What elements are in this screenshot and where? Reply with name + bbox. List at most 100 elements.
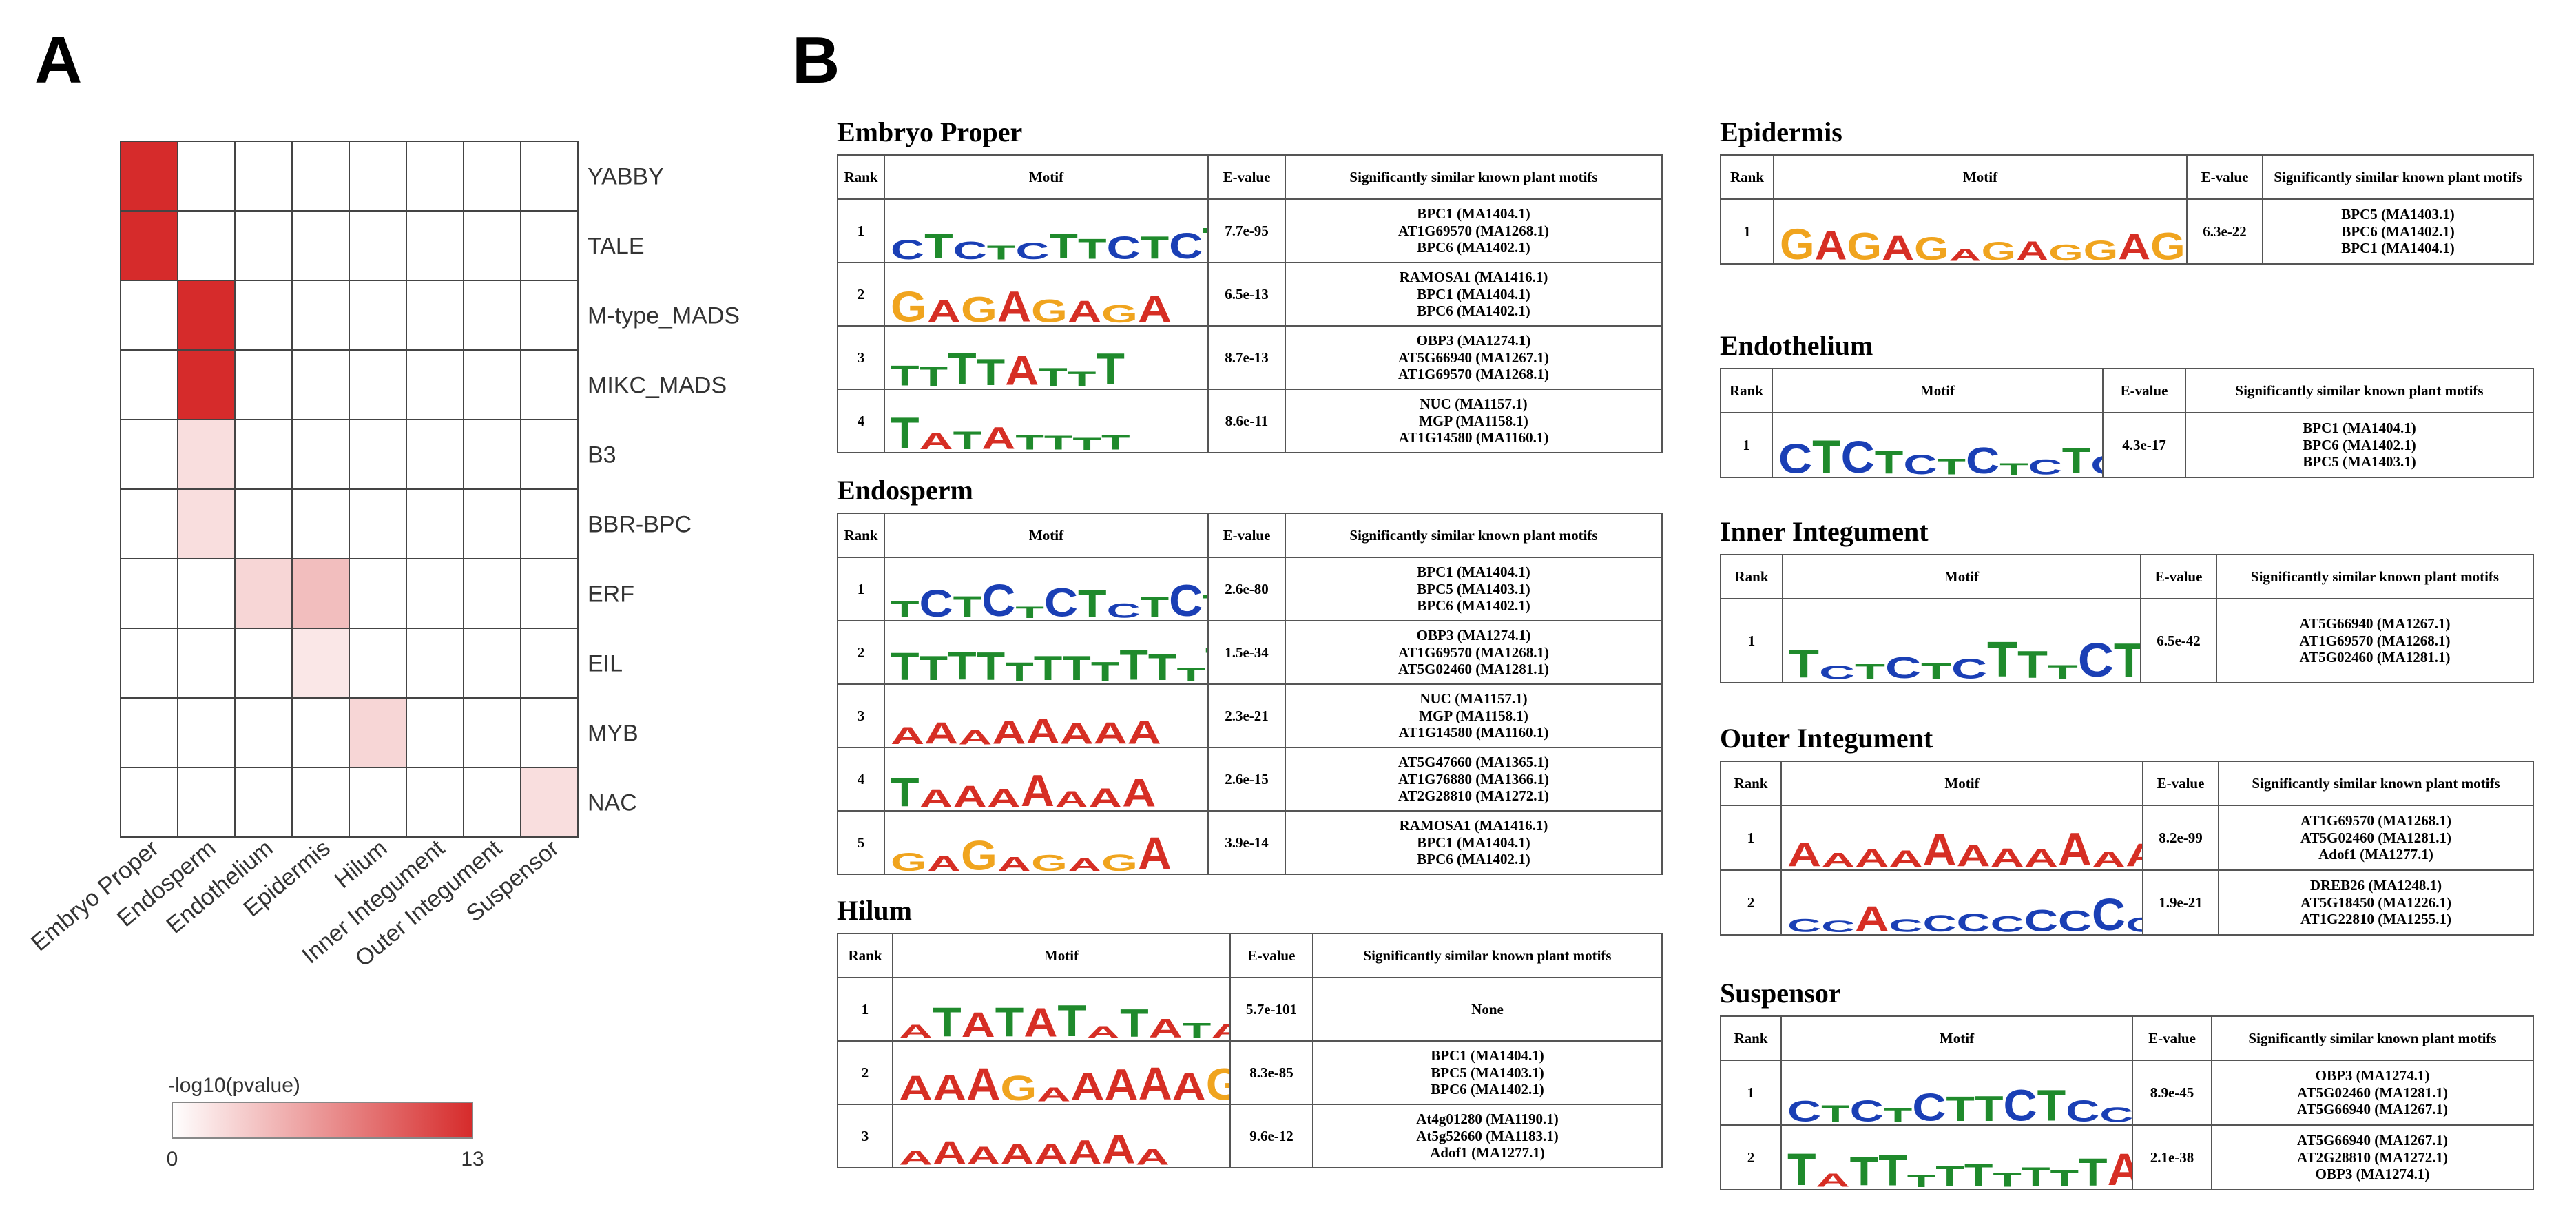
heatmap-cell-nac-hilum (349, 767, 407, 838)
logo-letter: A (1059, 716, 1094, 747)
logo-letter: G (1031, 292, 1068, 325)
section-title: Inner Integument (1720, 516, 1929, 547)
similar-motif-entry: At5g52660 (MA1183.1) (1416, 1127, 1559, 1144)
motif-table: Rank Motif E-value Significantly similar kn… (837, 933, 1663, 1168)
similar-motif-entry: BPC6 (MA1402.1) (1417, 239, 1530, 256)
motif-logo-cell: TTTTTTTTTTTTTTTTTT (884, 620, 1209, 685)
logo-letter: C (1106, 229, 1141, 262)
header-evalue: E-value (2132, 1015, 2212, 1061)
logo-letter: T (995, 999, 1024, 1040)
similar-motif-entry: AT1G69570 (MA1268.1) (1398, 222, 1549, 239)
heatmap-cell-yabby-outer-integument (463, 141, 521, 212)
sequence-logo: CCACCCCCCCCCA (1782, 871, 2142, 934)
similar-motif-entry: AT2G28810 (MA1272.1) (1398, 787, 1549, 805)
logo-letter: T (1203, 590, 1207, 620)
logo-letter: G (1000, 1068, 1037, 1104)
header-similar-motifs: Significantly similar known plant motifs (2218, 761, 2534, 806)
rank-cell: 2 (837, 620, 885, 685)
rank-cell: 5 (837, 810, 885, 875)
logo-letter: T (1147, 646, 1177, 683)
section-endosperm: Endosperm Rank Motif E-value Significantly s… (837, 475, 1663, 875)
logo-letter: C (1951, 653, 1987, 682)
logo-letter: A (1067, 854, 1102, 874)
motif-logo-cell: CTCTCTTCTCCTTCTT (1780, 1060, 2133, 1126)
heatmap-grid (120, 141, 579, 838)
logo-letter: C (919, 581, 953, 620)
logo-letter: G (1914, 230, 1949, 263)
logo-letter: A (1000, 1138, 1035, 1167)
motif-table: Rank Motif E-value Significantly similar kn… (837, 513, 1663, 875)
header-motif: Motif (1780, 1015, 2133, 1061)
heatmap-cell-mikc_mads-embryo-proper (120, 349, 178, 420)
similar-motif-entry: OBP3 (MA1274.1) (1416, 626, 1531, 643)
logo-letter: G (1206, 1062, 1229, 1104)
heatmap-cell-erf-suspensor (520, 558, 579, 629)
section-inner-integument: Inner Integument Rank Motif E-value Signific… (1720, 516, 2534, 683)
motif-logo-cell: GAGAGAGAGGAGAGAGGAGGAG (1773, 198, 2188, 265)
logo-letter: A (1127, 713, 1161, 747)
similar-motif-entry: AT1G69570 (MA1268.1) (1398, 643, 1549, 661)
logo-letter: T (1077, 581, 1107, 620)
heatmap-cell-tale-outer-integument (463, 210, 521, 281)
heatmap-cell-nac-embryo-proper (120, 767, 178, 838)
logo-letter: A (986, 783, 1021, 810)
similar-motif-entry: DREB26 (MA1248.1) (2309, 876, 2442, 894)
evalue-cell: 8.6e-11 (1207, 389, 1286, 453)
logo-letter: G (961, 289, 997, 325)
section-title: Suspensor (1720, 978, 1841, 1009)
header-rank: Rank (1720, 761, 1782, 806)
logo-letter: A (1814, 221, 1847, 263)
motif-logo-cell: ATATATATATATATATATATATATATAT (892, 977, 1231, 1042)
logo-letter: T (891, 644, 920, 683)
logo-letter: T (1090, 656, 1120, 683)
similar-motifs-cell: None (1312, 977, 1663, 1042)
heatmap-cell-tale-hilum (349, 210, 407, 281)
heatmap-cell-bbr-bpc-embryo-proper (120, 488, 178, 559)
logo-letter: T (1096, 344, 1125, 389)
heatmap-cell-yabby-embryo-proper (120, 141, 178, 212)
logo-letter: C (1169, 225, 1203, 262)
rank-cell: 1 (1720, 598, 1783, 683)
evalue-cell: 6.3e-22 (2186, 198, 2263, 265)
header-evalue: E-value (2142, 761, 2219, 806)
logo-letter: A (899, 1020, 933, 1040)
header-similar-motifs: Significantly similar known plant motifs (1312, 933, 1663, 978)
legend-min: 0 (167, 1148, 178, 1170)
logo-letter: A (1122, 771, 1156, 810)
header-similar-motifs: Significantly similar known plant motifs (2185, 368, 2534, 413)
logo-letter: C (1821, 916, 1856, 934)
logo-letter: T (1120, 1000, 1149, 1040)
logo-letter: C (2024, 902, 2058, 934)
similar-motifs-cell: OBP3 (MA1274.1) AT1G69570 (MA1268.1) AT5G0… (1285, 620, 1663, 685)
logo-letter: A (926, 850, 962, 874)
heatmap-cell-eil-endothelium (234, 628, 293, 699)
logo-letter: T (1935, 1159, 1964, 1189)
logo-letter: T (891, 360, 920, 389)
logo-letter: C (1965, 440, 2000, 477)
logo-letter: T (1937, 453, 1966, 477)
logo-letter: A (1104, 1060, 1139, 1104)
evalue-cell: 6.5e-13 (1207, 262, 1286, 327)
logo-letter: C (2126, 914, 2142, 934)
logo-letter: A (1855, 844, 1889, 869)
rank-cell: 1 (837, 557, 885, 621)
logo-letter: T (953, 426, 982, 452)
motif-table: Rank Motif E-value Significantly similar kn… (1720, 1015, 2534, 1190)
section-embryo-proper: Embryo Proper Rank Motif E-value Significant… (837, 117, 1663, 453)
logo-letter: T (1119, 641, 1148, 683)
heatmap-cell-b3-embryo-proper (120, 419, 178, 490)
sequence-logo: TCTCTCTTTCTCCTTCTCTTC (1783, 599, 2140, 682)
heatmap-column-labels: Embryo ProperEndospermEndotheliumEpiderm… (26, 835, 564, 973)
motif-table: Rank Motif E-value Significantly similar kn… (1720, 554, 2534, 683)
logo-letter: A (953, 778, 987, 810)
table-row: 3 A A A A A A A A 2.3e-21 NUC (MA1157.1) MGP (MA115… (837, 683, 1663, 748)
logo-letter: T (1182, 1018, 1212, 1040)
rank-cell: 1 (1720, 805, 1782, 871)
logo-letter: T (924, 225, 953, 262)
evalue-cell: 2.6e-15 (1207, 747, 1286, 812)
logo-letter: A (1086, 1022, 1121, 1040)
